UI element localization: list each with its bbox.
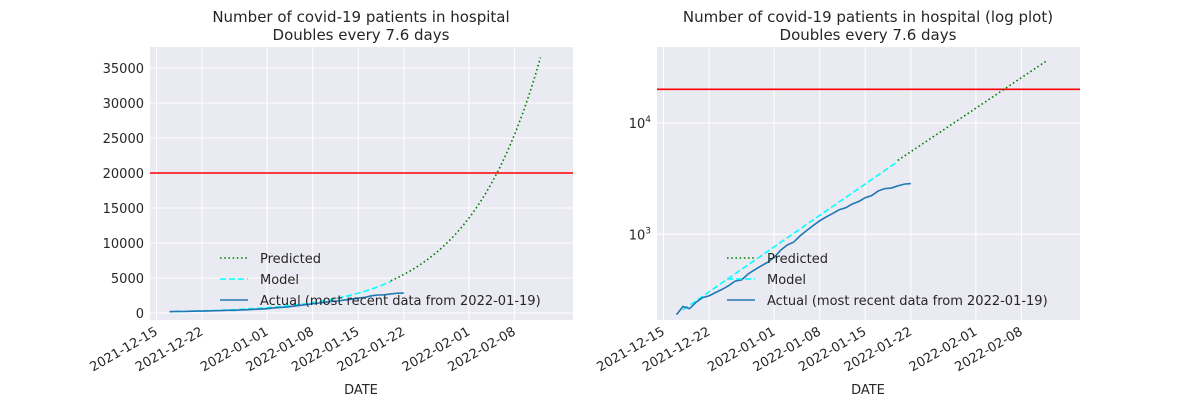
chart-panel-2: Number of covid-19 patients in hospital … xyxy=(595,8,1080,398)
x-axis-label: DATE xyxy=(851,383,885,398)
chart-panel-1: Number of covid-19 patients in hospitalD… xyxy=(88,8,573,398)
series-line-dashed xyxy=(176,280,392,313)
plot-area xyxy=(150,47,573,320)
legend-label: Predicted xyxy=(767,252,828,267)
y-tick-label: 104 xyxy=(629,115,652,132)
y-tick-label: 0 xyxy=(136,307,144,322)
chart-subtitle: Doubles every 7.6 days xyxy=(780,26,957,44)
legend-label: Actual (most recent data from 2022-01-19… xyxy=(260,294,541,309)
y-tick-label: 35000 xyxy=(103,62,144,77)
legend: Predicted Model Actual (most recent data f… xyxy=(727,252,1048,309)
series-line-solid xyxy=(675,182,911,316)
legend-label: Model xyxy=(767,273,806,288)
series-line-dotted xyxy=(897,59,1048,162)
y-tick-label: 10000 xyxy=(103,237,144,252)
y-tick-label: 20000 xyxy=(103,167,144,182)
series-line-solid xyxy=(169,292,404,313)
legend: Predicted Model Actual (most recent data f… xyxy=(220,252,541,309)
plot-area xyxy=(657,47,1080,320)
y-tick-label: 30000 xyxy=(103,97,144,112)
y-tick-label: 5000 xyxy=(111,272,144,287)
series-line-dashed xyxy=(682,160,899,311)
legend-label: Predicted xyxy=(260,252,321,267)
y-tick-label: 15000 xyxy=(103,202,144,217)
chart-title: Number of covid-19 patients in hospital … xyxy=(683,8,1053,26)
y-tick-label: 103 xyxy=(629,226,651,243)
chart-subtitle: Doubles every 7.6 days xyxy=(273,26,450,44)
legend-label: Actual (most recent data from 2022-01-19… xyxy=(767,294,1048,309)
x-axis-label: DATE xyxy=(344,383,378,398)
legend-label: Model xyxy=(260,273,299,288)
chart-title: Number of covid-19 patients in hospital xyxy=(212,8,509,26)
y-tick-label: 25000 xyxy=(103,132,144,147)
